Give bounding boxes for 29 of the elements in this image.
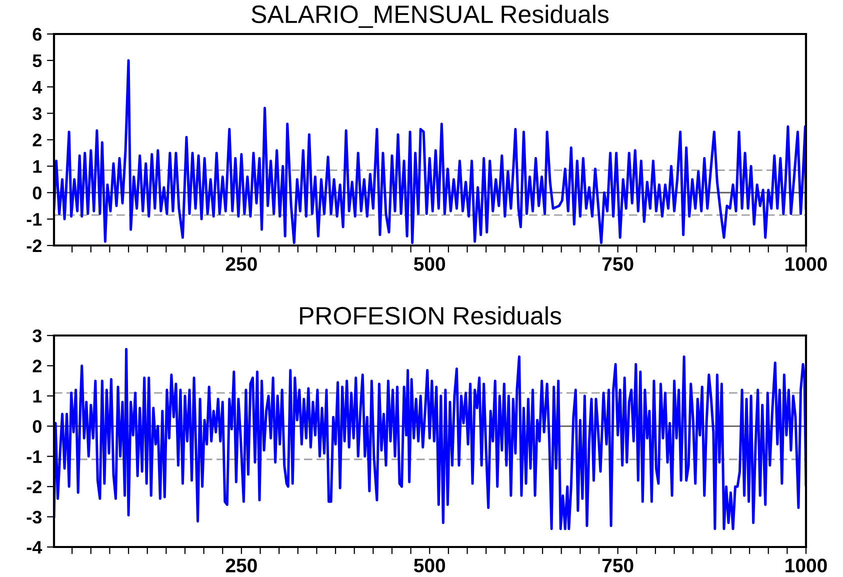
x-tick-label: 750 [602, 257, 634, 271]
y-tick-label: 6 [32, 28, 42, 41]
y-tick-label: -3 [26, 510, 42, 524]
y-tick-label: -2 [26, 239, 42, 252]
line-series [54, 59, 806, 244]
y-tick-label: 0 [32, 420, 42, 433]
x-tick-label: 500 [414, 257, 446, 271]
y-tick-label: 2 [32, 360, 42, 372]
x-tick-label: 250 [226, 558, 257, 572]
y-tick-label: -4 [26, 541, 42, 554]
x-tick-label: 1000 [786, 257, 827, 271]
y-tick-label: 2 [32, 134, 42, 146]
y-tick-label: 0 [32, 186, 42, 200]
y-tick-label: -1 [26, 213, 42, 226]
chart-title: SALARIO_MENSUAL Residuals [252, 4, 609, 28]
x-tick-label: 500 [414, 558, 446, 572]
y-tick-label: 4 [32, 80, 42, 94]
y-tick-label: 3 [32, 329, 42, 342]
line-series [54, 348, 806, 530]
y-tick-label: 3 [32, 107, 42, 120]
y-tick-label: -2 [26, 480, 42, 494]
chart-title: PROFESION Residuals [300, 306, 562, 325]
y-tick-label: 1 [33, 390, 42, 402]
x-tick-label: 250 [226, 257, 257, 271]
y-tick-label: -1 [26, 450, 42, 463]
x-tick-label: 1000 [786, 558, 827, 572]
x-tick-label: 750 [602, 558, 634, 572]
y-tick-label: 1 [33, 160, 42, 173]
y-tick-label: 5 [32, 54, 42, 68]
